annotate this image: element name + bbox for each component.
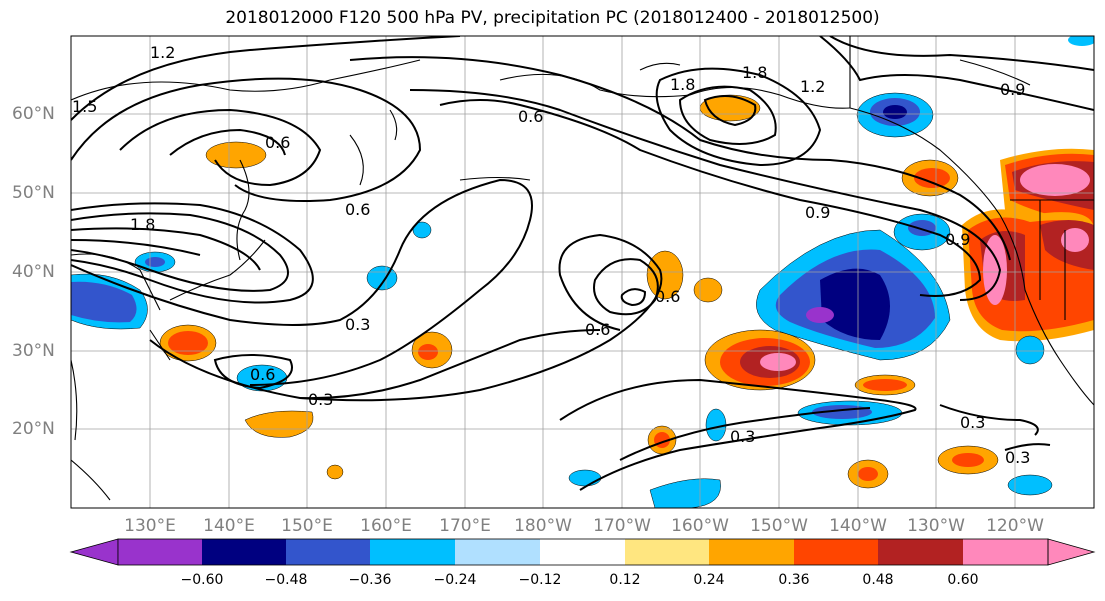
lon-label: 130°E	[124, 516, 176, 536]
contour-label: 0.3	[308, 390, 333, 409]
colorbar-segment	[455, 539, 540, 565]
contour-label: 1.2	[150, 43, 175, 62]
lon-label: 170°W	[593, 516, 651, 536]
colorbar-tick-label: 0.60	[947, 572, 979, 588]
colorbar-tick-label: −0.24	[433, 572, 477, 588]
lon-label: 160°E	[360, 516, 412, 536]
colorbar-extend-low	[69, 538, 119, 566]
colorbar-segment	[963, 539, 1048, 565]
colorbar-segment	[878, 539, 963, 565]
contour-label: 1.5	[72, 97, 97, 116]
lon-label: 160°W	[671, 516, 729, 536]
colorbar-tick-label: −0.60	[180, 572, 224, 588]
lon-label: 120°W	[986, 516, 1044, 536]
lat-label: 30°N	[12, 341, 55, 361]
lon-label: 130°W	[907, 516, 965, 536]
colorbar-tick-label: 0.48	[862, 572, 894, 588]
colorbar-segment	[625, 539, 709, 565]
colorbar-tick-label: 0.24	[693, 572, 725, 588]
colorbar-segment	[202, 539, 286, 565]
graticule	[71, 36, 1094, 508]
lon-label: 140°W	[829, 516, 887, 536]
contour-label: 0.3	[1005, 448, 1030, 467]
contour-label: 0.6	[585, 320, 610, 339]
contour-label: 0.6	[518, 107, 543, 126]
contour-labels: 1.2 1.5 0.6 1.8 0.6 1.8 1.2 0.9 0.6 0.9 …	[72, 43, 1030, 467]
colorbar-segment	[370, 539, 455, 565]
colorbar-segment	[118, 539, 202, 565]
lon-label: 150°W	[750, 516, 808, 536]
contour-label: 0.9	[1000, 80, 1025, 99]
colorbar-segment	[286, 539, 370, 565]
contour-label: 0.6	[655, 287, 680, 306]
lon-label: 170°E	[439, 516, 491, 536]
lon-label: 140°E	[203, 516, 255, 536]
contour-label: 0.3	[345, 315, 370, 334]
contour-label: 0.9	[805, 203, 830, 222]
lat-label: 20°N	[12, 419, 55, 439]
colorbar-tick-label: −0.48	[264, 572, 308, 588]
colorbar-tick-label: 0.36	[778, 572, 810, 588]
coastlines	[71, 36, 1094, 501]
contour-label: 0.6	[250, 365, 275, 384]
contour-label: 1.8	[670, 75, 695, 94]
lon-label: 150°E	[281, 516, 333, 536]
lat-label: 40°N	[12, 262, 55, 282]
colorbar-segment	[794, 539, 878, 565]
colorbar-tick-label: −0.36	[348, 572, 392, 588]
colorbar	[69, 538, 1096, 566]
colorbar-tick-label: 0.12	[609, 572, 641, 588]
map-frame	[70, 35, 1095, 509]
colorbar-tick-label: −0.12	[518, 572, 562, 588]
pv-contours	[71, 36, 1094, 491]
contour-label: 1.2	[800, 77, 825, 96]
contour-label: 0.6	[345, 200, 370, 219]
contour-label: 0.9	[945, 230, 970, 249]
precip-positive-shading	[159, 94, 1094, 489]
contour-label: 1.8	[742, 63, 767, 82]
lat-label: 50°N	[12, 183, 55, 203]
colorbar-segment	[540, 539, 625, 565]
lon-label: 180°W	[514, 516, 572, 536]
contour-label: 1.8	[130, 215, 155, 234]
contour-label: 0.6	[265, 133, 290, 152]
figure-title: 2018012000 F120 500 hPa PV, precipitatio…	[225, 8, 880, 28]
contour-label: 0.3	[730, 427, 755, 446]
lat-label: 60°N	[12, 104, 55, 124]
contour-label: 0.3	[960, 413, 985, 432]
colorbar-segment	[709, 539, 794, 565]
precip-negative-shading	[71, 36, 1094, 508]
colorbar-extend-high	[1047, 538, 1096, 566]
